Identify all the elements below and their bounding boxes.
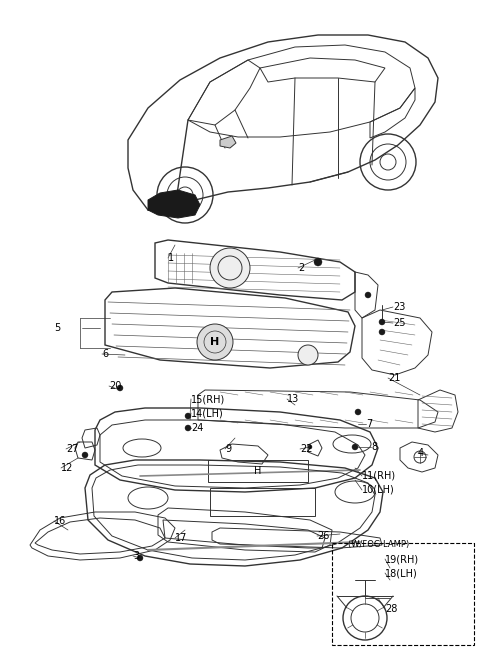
Circle shape bbox=[185, 425, 191, 431]
Text: 19(RH): 19(RH) bbox=[385, 554, 419, 564]
Circle shape bbox=[197, 324, 233, 360]
Circle shape bbox=[185, 413, 191, 419]
Text: 17: 17 bbox=[175, 533, 187, 543]
Text: 21: 21 bbox=[388, 373, 400, 383]
Text: 10(LH): 10(LH) bbox=[362, 485, 395, 495]
Text: 20: 20 bbox=[109, 381, 121, 391]
Text: 8: 8 bbox=[371, 442, 377, 452]
Text: 24: 24 bbox=[191, 423, 204, 433]
Text: 15(RH): 15(RH) bbox=[191, 394, 225, 404]
Text: 27: 27 bbox=[66, 444, 79, 454]
Text: 13: 13 bbox=[287, 394, 299, 404]
Text: 9: 9 bbox=[225, 444, 231, 454]
Circle shape bbox=[379, 319, 385, 325]
Text: 2: 2 bbox=[298, 263, 304, 273]
Circle shape bbox=[355, 409, 361, 415]
Text: (W/FOG LAMP): (W/FOG LAMP) bbox=[348, 540, 409, 548]
Text: 11(RH): 11(RH) bbox=[362, 471, 396, 481]
Circle shape bbox=[352, 444, 358, 450]
Circle shape bbox=[379, 329, 385, 335]
Text: 23: 23 bbox=[393, 302, 406, 312]
Text: 16: 16 bbox=[54, 516, 66, 526]
Text: 28: 28 bbox=[385, 604, 397, 614]
Text: 5: 5 bbox=[54, 323, 60, 333]
Text: 14(LH): 14(LH) bbox=[191, 408, 224, 418]
Circle shape bbox=[210, 248, 250, 288]
Text: 6: 6 bbox=[102, 349, 108, 359]
Polygon shape bbox=[220, 136, 236, 148]
Circle shape bbox=[314, 258, 322, 266]
Text: 7: 7 bbox=[366, 419, 372, 429]
Circle shape bbox=[365, 292, 371, 298]
Text: 4: 4 bbox=[418, 448, 424, 458]
Circle shape bbox=[308, 445, 312, 449]
Text: H: H bbox=[254, 466, 262, 476]
Text: 25: 25 bbox=[393, 318, 406, 328]
Polygon shape bbox=[148, 190, 200, 218]
Text: 3: 3 bbox=[133, 551, 139, 561]
Text: 1: 1 bbox=[168, 253, 174, 263]
Circle shape bbox=[137, 555, 143, 561]
Text: 26: 26 bbox=[317, 531, 329, 541]
Text: H: H bbox=[210, 337, 220, 347]
Text: 12: 12 bbox=[61, 463, 73, 473]
Text: 22: 22 bbox=[300, 444, 312, 454]
Text: 18(LH): 18(LH) bbox=[385, 568, 418, 578]
Circle shape bbox=[82, 452, 88, 458]
Circle shape bbox=[117, 385, 123, 391]
Circle shape bbox=[298, 345, 318, 365]
